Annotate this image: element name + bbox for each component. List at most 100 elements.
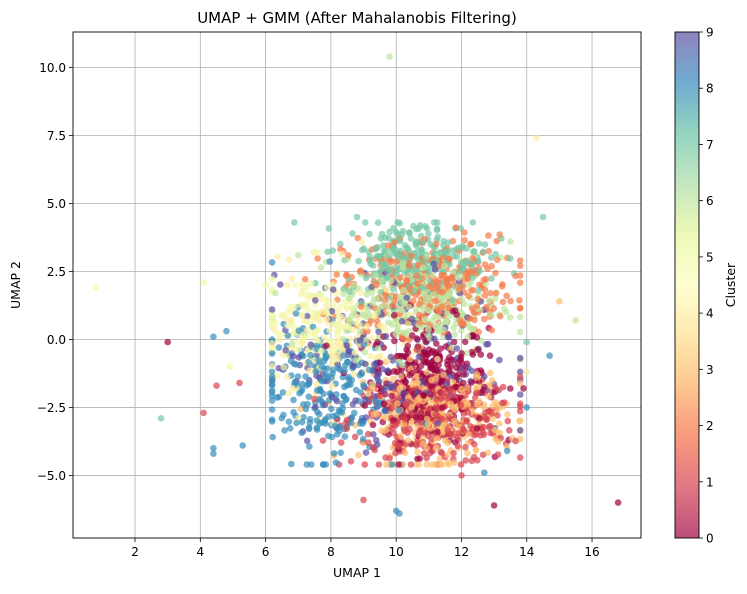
scatter-point <box>348 304 356 312</box>
scatter-point <box>280 364 288 372</box>
scatter-point <box>443 317 450 325</box>
scatter-point <box>453 364 460 372</box>
scatter-point <box>474 346 482 354</box>
scatter-point <box>358 238 366 246</box>
scatter-point <box>438 289 446 296</box>
scatter-point <box>464 409 472 416</box>
scatter-point <box>401 378 409 386</box>
scatter-point <box>507 385 514 392</box>
scatter-point <box>406 230 413 237</box>
scatter-point <box>412 414 420 421</box>
scatter-point <box>292 361 300 368</box>
scatter-point <box>408 370 416 377</box>
scatter-point <box>343 271 350 279</box>
scatter-point <box>354 234 362 242</box>
scatter-point <box>351 409 358 417</box>
scatter-point <box>300 401 307 408</box>
scatter-point <box>388 404 395 412</box>
scatter-point <box>437 395 444 402</box>
scatter-point <box>394 400 401 407</box>
scatter-point <box>415 353 423 361</box>
scatter-point <box>356 268 364 275</box>
scatter-point <box>400 389 408 397</box>
scatter-point <box>345 373 352 381</box>
scatter-point <box>392 330 400 338</box>
scatter-point <box>268 418 276 425</box>
scatter-point <box>457 461 465 468</box>
scatter-point <box>213 382 220 390</box>
scatter-point <box>496 356 503 364</box>
scatter-point <box>329 360 336 367</box>
scatter-point <box>464 333 472 340</box>
scatter-point <box>323 302 330 310</box>
scatter-point <box>446 255 453 263</box>
scatter-point <box>345 348 353 355</box>
scatter-point <box>283 310 291 317</box>
scatter-point <box>480 404 488 411</box>
scatter-point <box>409 380 417 387</box>
scatter-point <box>485 247 493 255</box>
scatter-point <box>446 367 453 375</box>
scatter-point <box>436 455 444 462</box>
scatter-point <box>320 334 328 341</box>
scatter-point <box>291 303 299 310</box>
scatter-point <box>289 340 296 347</box>
scatter-point <box>291 378 299 386</box>
scatter-point <box>383 461 390 468</box>
scatter-point <box>365 311 373 319</box>
x-tick-label: 6 <box>262 545 270 559</box>
scatter-point <box>477 351 485 358</box>
scatter-point <box>457 353 465 361</box>
scatter-point <box>507 297 514 305</box>
x-tick-label: 14 <box>519 545 534 559</box>
scatter-point <box>392 258 400 265</box>
scatter-point <box>445 304 452 312</box>
scatter-point <box>450 338 458 346</box>
scatter-point <box>516 391 524 398</box>
scatter-point <box>341 367 349 374</box>
scatter-point <box>384 367 392 375</box>
scatter-point <box>516 454 524 461</box>
scatter-point <box>459 319 467 326</box>
scatter-point <box>425 326 432 333</box>
scatter-point <box>462 444 469 451</box>
scatter-point <box>352 319 360 327</box>
scatter-point <box>502 308 510 316</box>
scatter-point <box>490 305 498 312</box>
scatter-point <box>385 252 393 260</box>
scatter-point <box>480 315 488 323</box>
scatter-point <box>419 440 427 448</box>
scatter-point <box>455 371 462 378</box>
scatter-point <box>614 499 622 506</box>
scatter-point <box>427 362 435 369</box>
scatter-point <box>409 297 417 305</box>
scatter-point <box>392 228 400 236</box>
scatter-point <box>474 287 482 294</box>
scatter-point <box>360 381 367 389</box>
scatter-point <box>474 295 482 303</box>
scatter-point <box>304 332 312 340</box>
scatter-point <box>428 382 435 390</box>
colorbar-tick-label: 4 <box>706 307 714 321</box>
colorbar-tick-label: 1 <box>706 475 714 489</box>
scatter-point <box>453 345 461 352</box>
scatter-point <box>473 430 480 438</box>
scatter-point <box>279 389 287 396</box>
colorbar-tick-label: 5 <box>706 250 714 264</box>
scatter-point <box>394 323 401 330</box>
scatter-point <box>342 419 350 427</box>
scatter-point <box>440 389 448 397</box>
scatter-point <box>226 363 233 370</box>
scatter-point <box>352 386 360 394</box>
scatter-point <box>414 455 421 463</box>
scatter-point <box>390 368 398 375</box>
scatter-point <box>499 298 507 306</box>
scatter-point <box>312 368 320 375</box>
scatter-point <box>415 225 423 232</box>
scatter-point <box>465 431 472 438</box>
scatter-point <box>339 400 346 407</box>
scatter-point <box>285 256 293 264</box>
scatter-point <box>434 428 442 436</box>
scatter-point <box>357 303 365 311</box>
scatter-point <box>388 321 396 328</box>
